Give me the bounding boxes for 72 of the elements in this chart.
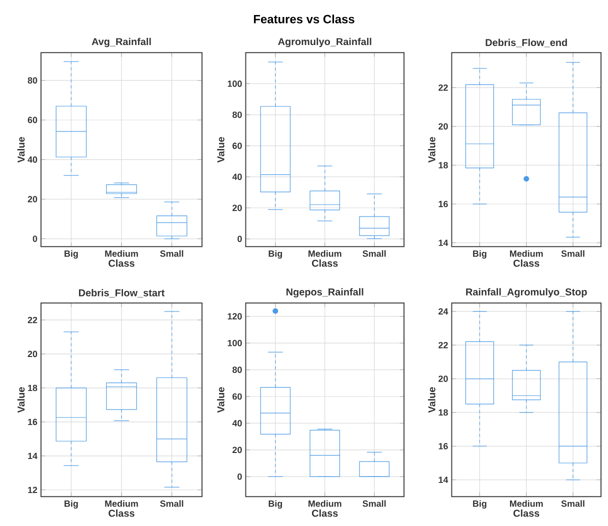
y-tick-label: 100 [228, 80, 242, 87]
y-tick-label: 40 [232, 420, 242, 426]
y-tick-label: 18 [438, 162, 448, 168]
y-tick-label: 22 [28, 316, 38, 324]
chart-title: Rainfall_Agromulyo_Stop [466, 288, 587, 298]
x-tick-label: Small [160, 500, 184, 507]
y-tick-label: 100 [228, 340, 242, 346]
x-tick-label: Medium [105, 500, 138, 507]
y-tick-label: 12 [28, 486, 38, 494]
x-tick-label: Small [160, 250, 184, 257]
x-tick-label: Medium [510, 250, 543, 257]
y-tick-label: 60 [232, 142, 242, 149]
y-tick-label: 0 [32, 236, 38, 242]
y-axis-title: Value [17, 387, 25, 413]
y-axis-title: Value [217, 137, 224, 163]
x-tick-label: Small [362, 500, 386, 507]
y-tick-label: 22 [438, 84, 448, 91]
y-tick-label: 14 [438, 476, 448, 483]
y-tick-label: 20 [438, 376, 448, 382]
x-tick-label: Medium [510, 500, 543, 507]
x-tick-label: Medium [105, 250, 138, 257]
x-tick-label: Big [473, 500, 486, 509]
x-axis-title: Class [513, 259, 540, 267]
y-tick-label: 24 [438, 308, 448, 315]
x-tick-label: Big [473, 250, 486, 259]
y-tick-label: 18 [28, 384, 38, 392]
y-tick-label: 0 [238, 473, 242, 480]
x-tick-label: Medium [308, 250, 342, 257]
y-tick-label: 20 [232, 446, 242, 454]
y-tick-label: 80 [232, 366, 242, 373]
x-tick-label: Big [64, 500, 78, 509]
y-tick-label: 20 [28, 350, 38, 358]
x-axis-title: Class [108, 509, 134, 517]
y-tick-label: 40 [28, 156, 38, 163]
x-tick-label: Big [268, 500, 282, 509]
y-tick-label: 40 [232, 174, 242, 180]
x-tick-label: Medium [308, 500, 342, 507]
y-tick-label: 14 [438, 240, 448, 246]
x-axis-title: Class [312, 259, 338, 267]
y-tick-label: 60 [232, 393, 242, 400]
y-tick-label: 20 [232, 204, 242, 212]
x-axis-title: Class [108, 259, 134, 267]
y-tick-label: 22 [438, 342, 448, 348]
chart-title: Avg_Rainfall [92, 38, 151, 48]
text: Features vs Class [254, 14, 354, 24]
y-tick-label: 16 [28, 418, 38, 426]
x-tick-label: Big [64, 250, 78, 259]
x-axis-title: Class [513, 509, 540, 517]
y-axis-title: Value [217, 387, 224, 413]
chart-title: Debris_Flow_end [486, 38, 567, 48]
x-tick-label: Small [561, 250, 584, 257]
y-tick-label: 80 [28, 77, 38, 84]
chart-title: Debris_Flow_start [78, 289, 165, 298]
y-tick-label: 60 [28, 116, 38, 124]
y-axis-title: Value [428, 387, 436, 413]
chart-title: Ngepos_Rainfall [286, 288, 364, 298]
y-tick-label: 80 [232, 112, 242, 118]
y-tick-label: 16 [438, 442, 448, 450]
y-tick-label: 16 [438, 200, 448, 208]
y-tick-label: 0 [238, 236, 242, 242]
x-axis-title: Class [312, 509, 338, 517]
y-axis-title: Value [17, 137, 25, 163]
y-tick-label: 20 [438, 123, 448, 130]
x-tick-label: Small [561, 500, 584, 507]
y-axis-title: Value [428, 137, 436, 163]
y-tick-label: 14 [28, 452, 38, 459]
x-tick-label: Big [268, 250, 282, 259]
y-tick-label: 18 [438, 409, 448, 416]
y-tick-label: 120 [228, 313, 242, 320]
y-tick-label: 20 [28, 196, 38, 202]
x-tick-label: Small [362, 250, 386, 257]
chart-title: Agromulyo_Rainfall [278, 38, 372, 48]
